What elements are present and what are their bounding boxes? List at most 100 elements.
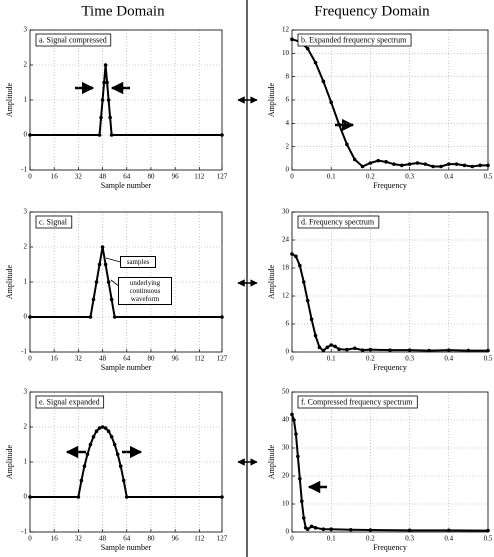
data-point <box>103 63 108 67</box>
y-tick-label: 4 <box>286 119 290 127</box>
data-point <box>85 452 90 457</box>
data-point <box>309 317 314 322</box>
data-point <box>478 163 482 168</box>
x-tick-label: 112 <box>194 535 205 543</box>
data-point <box>28 133 32 137</box>
y-tick-label: 3 <box>24 208 28 216</box>
plot-frame <box>291 391 489 533</box>
x-tick-label: 96 <box>172 535 180 543</box>
y-axis-label: Amplitude <box>267 444 276 479</box>
x-tick-label: 0.5 <box>484 355 493 363</box>
data-point <box>329 343 334 347</box>
chart-title: a. Signal compressed <box>39 35 107 44</box>
data-point <box>294 432 298 436</box>
x-tick-label: 0.5 <box>484 535 493 543</box>
data-point <box>76 495 81 499</box>
y-tick-label: 30 <box>282 444 290 452</box>
data-point <box>466 348 471 353</box>
data-point <box>352 346 357 351</box>
x-tick-label: 0 <box>28 355 32 363</box>
data-point <box>300 499 304 504</box>
x-tick-label: 96 <box>172 173 180 181</box>
x-tick-label: 0.1 <box>327 535 336 543</box>
plot-frame <box>29 211 223 353</box>
x-tick-label: 0.3 <box>405 173 414 181</box>
right-header: Frequency Domain <box>314 3 430 19</box>
data-point <box>439 164 443 169</box>
x-tick-label: 127 <box>217 173 228 181</box>
data-point <box>294 254 298 259</box>
data-point <box>102 80 106 85</box>
title-box <box>35 33 112 47</box>
x-tick-label: 0 <box>28 535 32 543</box>
data-point <box>108 115 112 120</box>
y-tick-label: 12 <box>282 26 290 34</box>
data-point <box>349 527 353 532</box>
x-tick-label: 0 <box>290 173 294 181</box>
data-point <box>100 425 105 429</box>
data-point <box>91 435 96 439</box>
chart-title: d. Frequency spectrum <box>301 217 375 226</box>
title-box <box>35 215 73 229</box>
chart-title: c. Signal <box>39 217 68 226</box>
data-point <box>305 527 310 531</box>
plot-frame <box>29 29 223 171</box>
x-tick-label: 48 <box>99 535 107 543</box>
data-point <box>220 133 224 137</box>
data-point <box>333 344 337 349</box>
data-point <box>109 435 114 439</box>
y-tick-label: 6 <box>286 320 290 328</box>
data-line <box>291 253 488 352</box>
y-tick-label: -1 <box>21 528 27 536</box>
x-tick-label: 48 <box>99 355 107 363</box>
plot-frame <box>29 391 223 533</box>
data-point <box>427 348 432 353</box>
y-tick-label: 10 <box>282 49 290 57</box>
y-tick-label: 0 <box>24 493 28 501</box>
title-box <box>297 33 412 47</box>
x-tick-label: 16 <box>51 535 59 543</box>
data-point <box>447 528 451 533</box>
plot-frame <box>291 211 489 353</box>
data-point <box>94 429 99 434</box>
data-point <box>384 160 388 164</box>
data-point <box>292 418 296 422</box>
data-point <box>470 164 475 169</box>
data-point <box>447 162 451 166</box>
data-point <box>376 158 381 163</box>
y-axis-label: Amplitude <box>5 444 14 479</box>
data-point <box>321 79 326 84</box>
data-point <box>88 442 93 447</box>
data-point <box>309 524 314 529</box>
y-tick-label: 0 <box>24 313 28 321</box>
data-point <box>124 495 129 499</box>
x-tick-label: 0.1 <box>327 355 336 363</box>
data-point <box>454 162 459 166</box>
x-tick-label: 0 <box>290 355 294 363</box>
y-tick-label: 24 <box>282 236 290 244</box>
data-point <box>313 333 318 338</box>
data-point <box>106 280 111 284</box>
data-point <box>431 164 435 169</box>
data-point <box>337 347 341 352</box>
data-point <box>360 348 365 352</box>
data-point <box>486 528 490 533</box>
y-tick-label: 3 <box>24 26 28 34</box>
y-tick-label: 18 <box>282 264 290 272</box>
x-tick-label: 32 <box>75 355 83 363</box>
data-point <box>305 46 310 51</box>
y-axis-label: Amplitude <box>5 264 14 299</box>
y-tick-label: 2 <box>24 423 28 431</box>
data-point <box>112 315 117 319</box>
data-point <box>298 477 302 481</box>
x-tick-label: 16 <box>51 173 59 181</box>
x-tick-label: 0.2 <box>366 355 375 363</box>
y-tick-label: 20 <box>282 472 290 480</box>
x-tick-label: 0 <box>290 535 294 543</box>
y-tick-label: -1 <box>21 166 27 174</box>
data-point <box>100 245 105 249</box>
y-tick-label: 1 <box>24 458 28 466</box>
data-point <box>392 162 396 166</box>
data-point <box>301 280 306 284</box>
